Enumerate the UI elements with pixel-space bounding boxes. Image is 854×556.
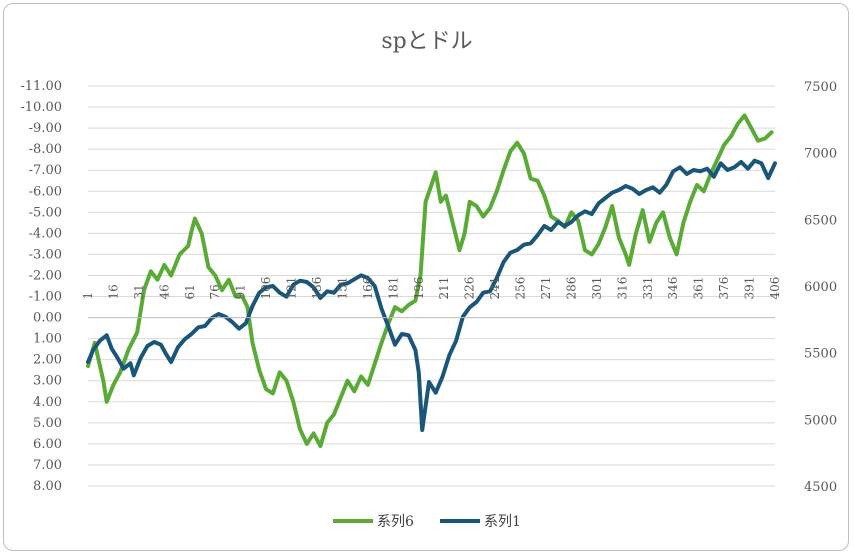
x-tick-label: 76 [208, 284, 222, 299]
x-tick-label: 121 [285, 277, 299, 300]
y-right-tick-label: 5500 [804, 347, 837, 362]
x-tick-label: 211 [437, 277, 451, 300]
y-left-tick-label: 5.00 [33, 416, 62, 431]
y-left-tick-label: 1.00 [33, 332, 62, 347]
x-tick-label: 196 [412, 277, 426, 300]
y-axis-right: 7500 7000 6500 6000 5500 5000 4500 [804, 80, 837, 495]
legend-label: 系列6 [377, 514, 414, 530]
x-tick-label: 136 [310, 277, 324, 300]
x-tick-label: 376 [717, 277, 731, 300]
series-line-2 [86, 158, 777, 432]
y-left-tick-label: 0.00 [33, 311, 62, 326]
x-tick-label: 316 [615, 277, 629, 300]
x-tick-label: 31 [132, 284, 146, 299]
x-tick-label: 61 [183, 284, 197, 299]
x-tick-label: 361 [692, 277, 706, 300]
series-line-1 [86, 113, 774, 448]
y-left-tick-label: -4.00 [29, 226, 62, 241]
x-tick-label: 16 [106, 284, 120, 299]
x-tick-label: 46 [157, 284, 171, 299]
y-left-tick-label: -11.00 [20, 79, 62, 94]
y-axis-left: -11.00 -10.00 -9.00 -8.00 -7.00 -6.00 -5.00 -4.… [20, 79, 62, 494]
chart-title: spとドル [381, 29, 472, 54]
x-tick-label: 91 [234, 284, 248, 299]
x-tick-label: 301 [590, 277, 604, 300]
y-left-tick-label: 2.00 [33, 353, 62, 368]
y-right-tick-label: 4500 [804, 480, 837, 495]
series-lines [86, 113, 777, 448]
x-tick-label: 406 [768, 277, 782, 300]
y-left-tick-label: -7.00 [29, 163, 62, 178]
y-right-tick-label: 5000 [804, 413, 837, 428]
x-tick-label: 226 [463, 277, 477, 300]
y-left-tick-label: -8.00 [29, 142, 62, 157]
y-left-tick-label: 8.00 [33, 479, 62, 494]
y-left-tick-label: -5.00 [29, 205, 62, 220]
y-left-tick-label: 3.00 [33, 374, 62, 389]
y-left-tick-label: -1.00 [29, 290, 62, 305]
y-right-tick-label: 6500 [804, 213, 837, 228]
y-left-tick-label: -10.00 [20, 100, 62, 115]
x-tick-label: 271 [539, 277, 553, 300]
x-tick-label: 346 [666, 277, 680, 300]
x-tick-label: 106 [259, 277, 273, 300]
y-left-tick-label: 4.00 [33, 395, 62, 410]
x-tick-label: 241 [488, 277, 502, 300]
y-left-tick-label: 6.00 [33, 437, 62, 452]
x-tick-label: 166 [361, 277, 375, 300]
x-tick-label: 331 [641, 277, 655, 300]
x-tick-label: 256 [514, 277, 528, 300]
y-left-tick-label: -2.00 [29, 268, 62, 283]
y-right-tick-label: 6000 [804, 280, 837, 295]
legend: 系列6 系列1 [333, 514, 521, 530]
y-left-tick-label: -6.00 [29, 184, 62, 199]
y-left-tick-label: -3.00 [29, 247, 62, 262]
x-tick-label: 151 [335, 277, 349, 300]
y-right-tick-label: 7000 [804, 147, 837, 162]
y-left-tick-label: 7.00 [33, 458, 62, 473]
x-tick-label: 181 [386, 277, 400, 300]
y-left-tick-label: -9.00 [29, 121, 62, 136]
chart-frame [3, 3, 849, 551]
x-axis: 1 16 31 46 61 76 91 106 121 136 151 166 181 196 211 226… [81, 277, 782, 319]
x-tick-label: 1 [81, 292, 95, 300]
legend-label: 系列1 [484, 514, 521, 530]
x-tick-label: 286 [564, 277, 578, 300]
y-right-tick-label: 7500 [804, 80, 837, 95]
x-tick-label: 391 [743, 277, 757, 300]
